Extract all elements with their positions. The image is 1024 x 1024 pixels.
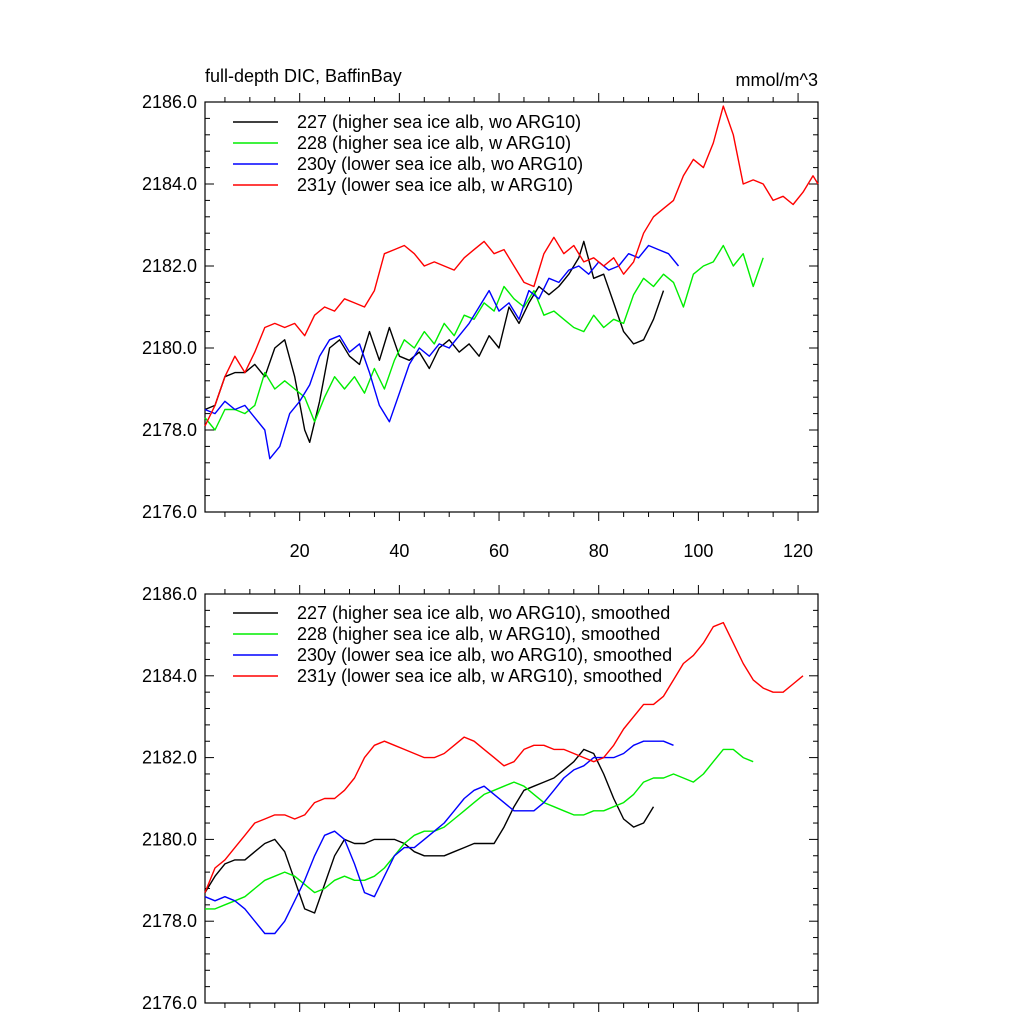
y-tick-label: 2186.0	[142, 92, 197, 112]
unit-label: mmol/m^3	[736, 70, 818, 90]
y-tick-label: 2186.0	[142, 584, 197, 604]
series-line-3	[204, 105, 819, 427]
y-tick-label: 2178.0	[142, 911, 197, 931]
series-line-3	[204, 621, 804, 893]
plot-frame	[204, 593, 819, 1004]
series-line-2	[204, 244, 680, 460]
x-tick-label: 100	[683, 541, 713, 561]
y-tick-label: 2184.0	[142, 666, 197, 686]
x-tick-label: 20	[290, 541, 310, 561]
series-line-1	[204, 244, 764, 431]
legend-label: 227 (higher sea ice alb, wo ARG10)	[297, 112, 581, 132]
legend-label: 231y (lower sea ice alb, w ARG10)	[297, 175, 573, 195]
y-tick-label: 2182.0	[142, 256, 197, 276]
legend-label: 231y (lower sea ice alb, w ARG10), smoot…	[297, 666, 662, 686]
legend-label: 230y (lower sea ice alb, wo ARG10)	[297, 154, 583, 174]
y-tick-label: 2176.0	[142, 993, 197, 1013]
legend-label: 228 (higher sea ice alb, w ARG10)	[297, 133, 571, 153]
series-line-2	[204, 740, 674, 935]
y-tick-label: 2180.0	[142, 829, 197, 849]
y-tick-label: 2178.0	[142, 420, 197, 440]
series-line-1	[205, 748, 754, 910]
x-tick-label: 60	[489, 541, 509, 561]
chart-title: full-depth DIC, BaffinBay	[205, 66, 402, 86]
legend-label: 228 (higher sea ice alb, w ARG10), smoot…	[297, 624, 660, 644]
series-line-0	[204, 240, 665, 443]
y-tick-label: 2182.0	[142, 748, 197, 768]
panel-top: full-depth DIC, BaffinBay mmol/m^3 2176.…	[142, 66, 819, 561]
panel-bottom: 2176.0 2178.0 2180.0 2182.0 2184.0 2186.0 227 …	[142, 584, 819, 1013]
plot-frame	[204, 101, 819, 513]
legend-label: 227 (higher sea ice alb, wo ARG10), smoo…	[297, 603, 670, 623]
x-tick-label: 80	[589, 541, 609, 561]
legend-label: 230y (lower sea ice alb, wo ARG10), smoo…	[297, 645, 672, 665]
y-tick-label: 2176.0	[142, 502, 197, 522]
x-tick-label: 40	[389, 541, 409, 561]
x-tick-label: 120	[783, 541, 813, 561]
y-tick-label: 2180.0	[142, 338, 197, 358]
y-tick-label: 2184.0	[142, 174, 197, 194]
